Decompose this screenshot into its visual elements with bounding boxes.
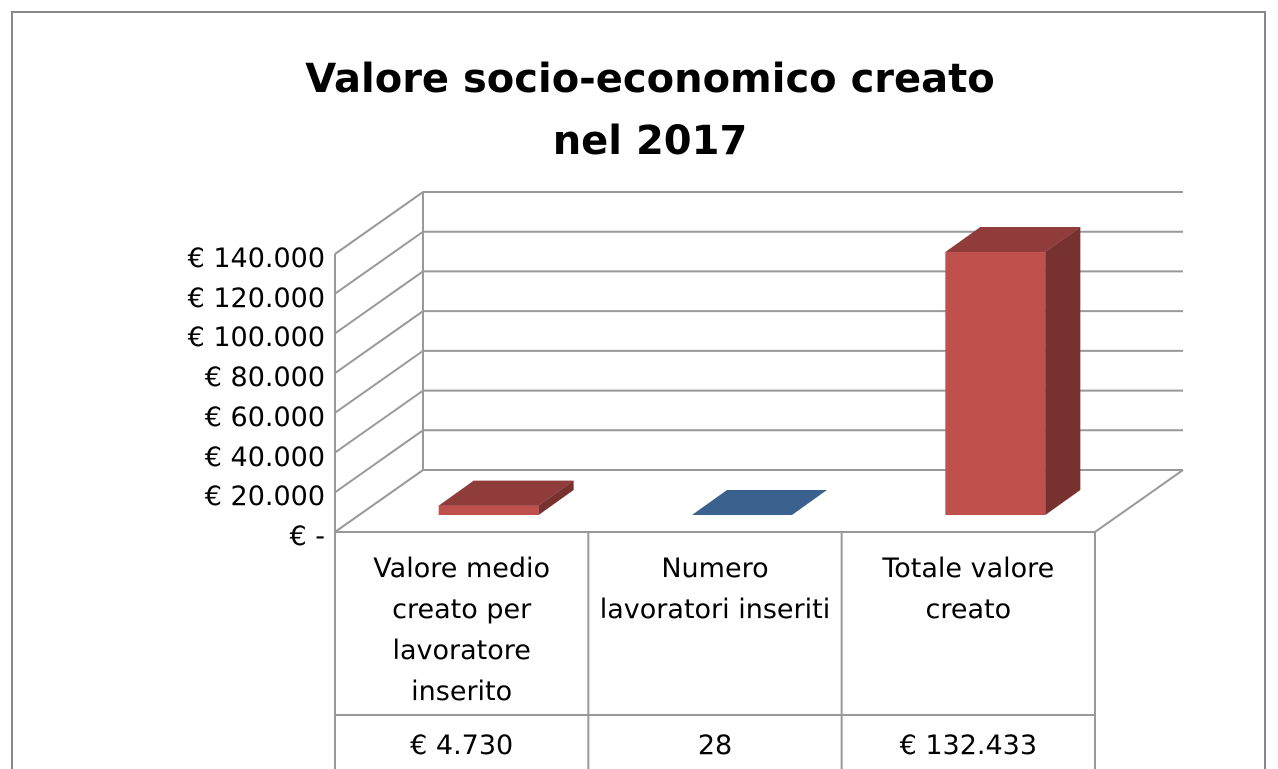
y-tick-label: € 100.000	[187, 322, 325, 354]
y-tick-label: € 20.000	[204, 481, 325, 513]
chart-title: Valore socio-economico creato nel 2017	[305, 56, 995, 164]
grid-line	[334, 230, 1183, 295]
y-tick-label: € -	[289, 521, 325, 552]
y-tick-label: € 80.000	[204, 362, 325, 394]
y-tick-label: € 40.000	[204, 441, 325, 473]
grid-line	[334, 429, 1183, 494]
grid-line	[334, 191, 1183, 255]
value-label: € 132.433	[899, 730, 1038, 761]
bar-side	[1045, 227, 1081, 516]
bar	[438, 505, 539, 515]
grid-line	[334, 270, 1183, 335]
y-tick-label: € 60.000	[204, 401, 325, 433]
category-label: Numero lavoratori inseriti	[599, 553, 831, 625]
bar-top	[692, 489, 827, 515]
grid-line	[334, 349, 1183, 414]
value-label: € 4.730	[410, 730, 514, 761]
category-label: Totale valore creato	[882, 553, 1055, 625]
grid-line	[334, 389, 1183, 454]
value-label: 28	[697, 730, 733, 761]
grid-line	[334, 469, 1183, 533]
bar-top	[945, 227, 1081, 253]
frame	[11, 11, 1266, 769]
bar-side	[538, 480, 574, 515]
grid-line	[334, 310, 1183, 374]
y-tick-label: € 140.000	[187, 243, 325, 274]
y-tick-label: € 120.000	[187, 282, 325, 314]
bar-top	[438, 480, 574, 506]
bar	[945, 252, 1046, 516]
category-label: Valore medio creato per lavoratore inser…	[373, 553, 551, 707]
bar-side	[792, 489, 827, 515]
